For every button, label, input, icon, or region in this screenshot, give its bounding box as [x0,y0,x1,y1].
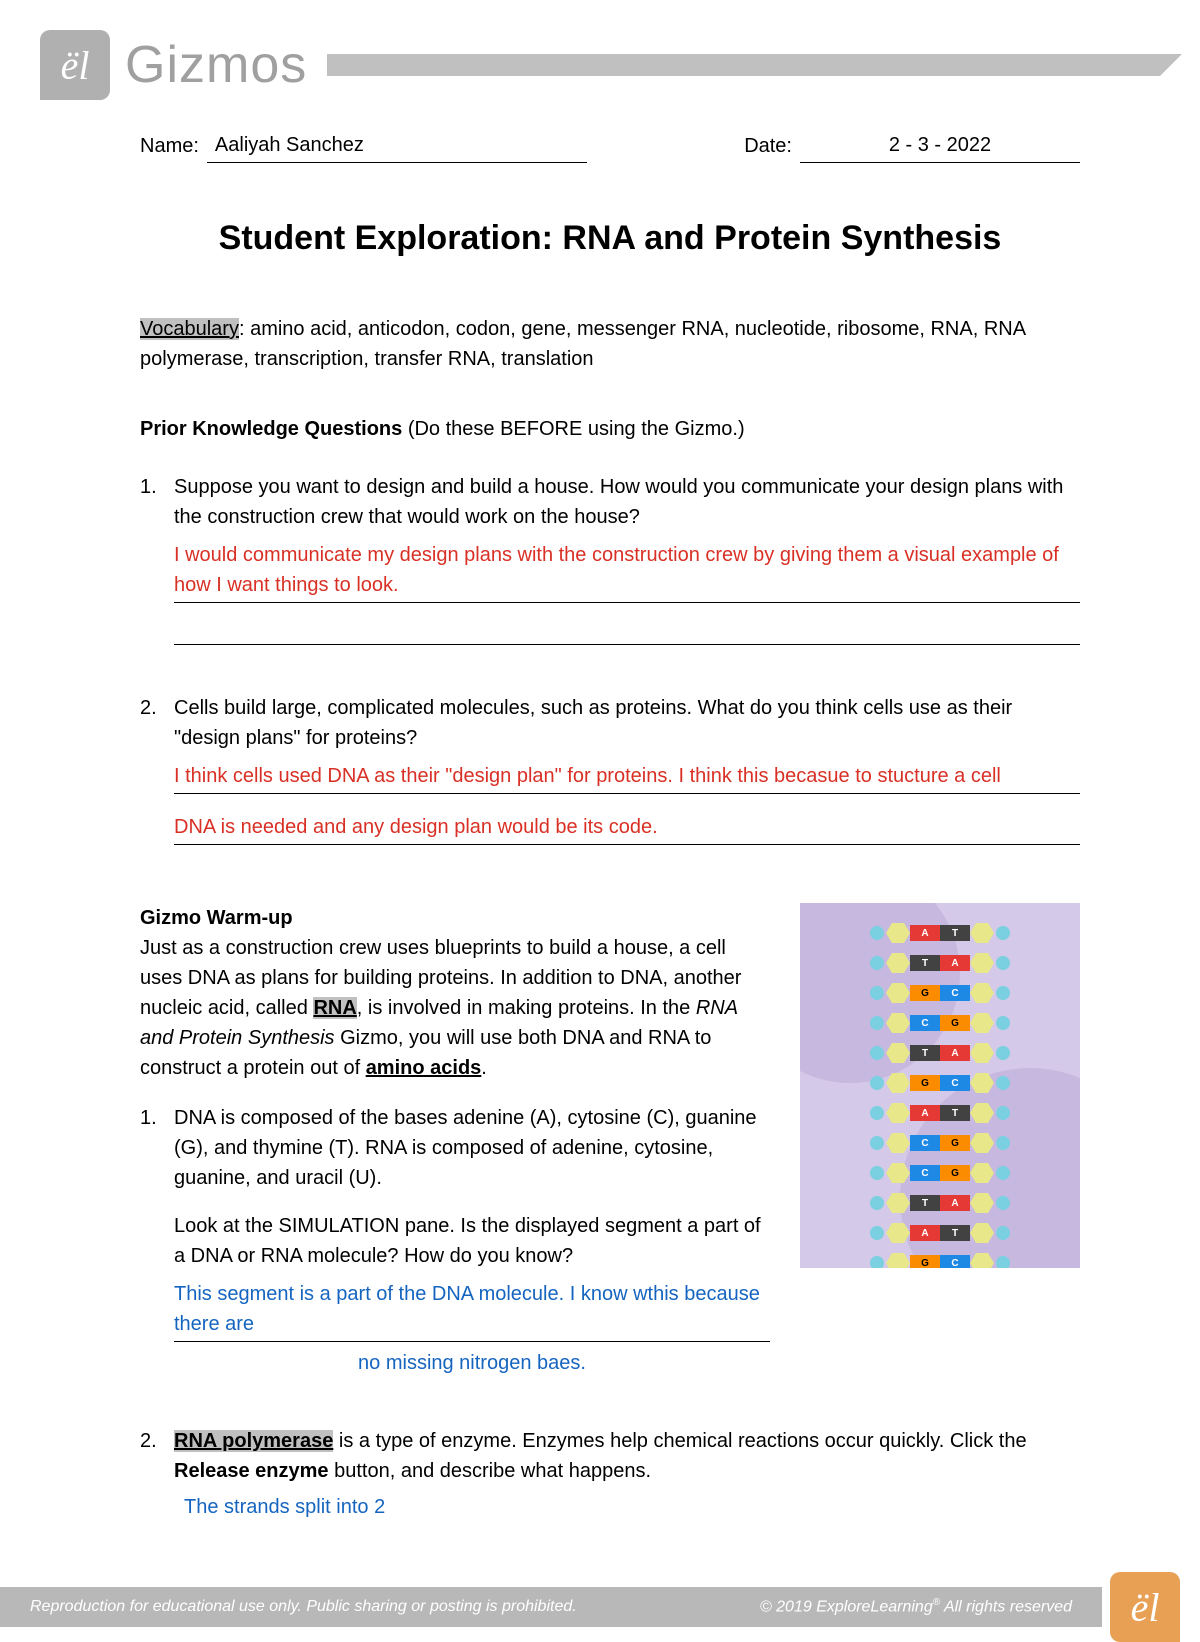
warmup-row: Gizmo Warm-up Just as a construction cre… [140,903,1080,1408]
prior-q2: 2. Cells build large, complicated molecu… [140,693,1080,863]
warmup-q1: 1. DNA is composed of the bases adenine … [140,1103,770,1378]
gizmos-logo-text: Gizmos [125,35,307,95]
warmup-section: Gizmo Warm-up Just as a construction cre… [140,903,1080,1522]
worksheet-page: ël Gizmos Name: Aaliyah Sanchez Date: 2 … [0,0,1200,1642]
dna-rung: CG [840,1011,1040,1035]
footer-right: © 2019 ExploreLearning® All rights reser… [760,1597,1072,1616]
warmup-text-column: Gizmo Warm-up Just as a construction cre… [140,903,770,1408]
footer-rights: All rights reserved [940,1599,1072,1616]
wq2-body: RNA polymerase is a type of enzyme. Enzy… [174,1426,1080,1522]
footer-bar: Reproduction for educational use only. P… [0,1587,1102,1626]
wq1-text2: Look at the SIMULATION pane. Is the disp… [174,1211,770,1271]
q2-number: 2. [140,693,174,863]
dna-rung: AT [840,1221,1040,1245]
rna-polymerase-term: RNA polymerase [174,1430,333,1452]
dna-rung: AT [840,1101,1040,1125]
dna-rung: GC [840,1251,1040,1268]
release-enzyme-label: Release enzyme [174,1460,329,1482]
registered-icon: ® [933,1597,940,1608]
wq1-body: DNA is composed of the bases adenine (A)… [174,1103,770,1378]
wq2-pre: is a type of enzyme. Enzymes help chemic… [333,1430,1026,1452]
name-field: Name: Aaliyah Sanchez [140,130,587,163]
header-stripe [327,54,1160,76]
header-bar: ël Gizmos [0,0,1200,120]
wq1-text1: DNA is composed of the bases adenine (A)… [174,1103,770,1193]
wq1-number: 1. [140,1103,174,1378]
dna-rung: TA [840,1041,1040,1065]
q1-number: 1. [140,472,174,663]
page-title: Student Exploration: RNA and Protein Syn… [140,213,1080,264]
q2-answer-line1: I think cells used DNA as their "design … [174,761,1080,794]
prior-heading: Prior Knowledge Questions [140,418,408,440]
warmup-q2: 2. RNA polymerase is a type of enzyme. E… [140,1426,1080,1522]
warmup-heading: Gizmo Warm-up [140,907,293,929]
amino-term: amino acids [366,1057,482,1079]
wq1-answer-l1: This segment is a part of the DNA molecu… [174,1279,770,1342]
warmup-p-mid: , is involved in making proteins. In the [357,997,696,1019]
date-value: 2 - 3 - 2022 [800,130,1080,163]
warmup-p-end: . [481,1057,487,1079]
content-area: Name: Aaliyah Sanchez Date: 2 - 3 - 2022… [0,120,1200,1582]
date-label: Date: [744,131,800,163]
wq2-text: RNA polymerase is a type of enzyme. Enzy… [174,1426,1080,1486]
q2-text: Cells build large, complicated molecules… [174,693,1080,753]
footer-logo-icon: ël [1110,1572,1180,1642]
wq2-post: button, and describe what happens. [329,1460,651,1482]
name-label: Name: [140,131,207,163]
gizmos-logo-icon: ël [40,30,110,100]
dna-rung: TA [840,951,1040,975]
footer-copyright: © 2019 ExploreLearning [760,1599,933,1616]
vocab-heading: Vocabulary [140,318,239,340]
prior-q1: 1. Suppose you want to design and build … [140,472,1080,663]
rna-term: RNA [313,997,356,1019]
q2-answer-line2: DNA is needed and any design plan would … [174,812,1080,845]
wq2-number: 2. [140,1426,174,1522]
prior-sub: (Do these BEFORE using the Gizmo.) [408,418,745,440]
vocabulary-section: Vocabulary: amino acid, anticodon, codon… [140,314,1080,374]
dna-figure: AT TA GC CG TA GC AT CG CG TA AT GC [800,903,1080,1268]
dna-ladder: AT TA GC CG TA GC AT CG CG TA AT GC [840,921,1040,1268]
q1-blank-line [174,621,1080,645]
wq1-answer-l2: no missing nitrogen baes. [174,1348,770,1378]
q2-body: Cells build large, complicated molecules… [174,693,1080,863]
name-date-row: Name: Aaliyah Sanchez Date: 2 - 3 - 2022 [140,130,1080,163]
wq2-answer: The strands split into 2 [184,1492,1080,1522]
dna-rung: GC [840,1071,1040,1095]
date-field: Date: 2 - 3 - 2022 [744,130,1080,163]
footer-left: Reproduction for educational use only. P… [30,1598,577,1616]
dna-rung: GC [840,981,1040,1005]
dna-rung: TA [840,1191,1040,1215]
vocab-text: : amino acid, anticodon, codon, gene, me… [140,318,1025,370]
name-value: Aaliyah Sanchez [207,130,587,163]
q1-text: Suppose you want to design and build a h… [174,472,1080,532]
dna-rung: AT [840,921,1040,945]
q1-answer: I would communicate my design plans with… [174,540,1080,603]
q1-body: Suppose you want to design and build a h… [174,472,1080,663]
footer: Reproduction for educational use only. P… [0,1572,1200,1642]
dna-rung: CG [840,1161,1040,1185]
prior-knowledge-section: Prior Knowledge Questions (Do these BEFO… [140,414,1080,863]
dna-rung: CG [840,1131,1040,1155]
